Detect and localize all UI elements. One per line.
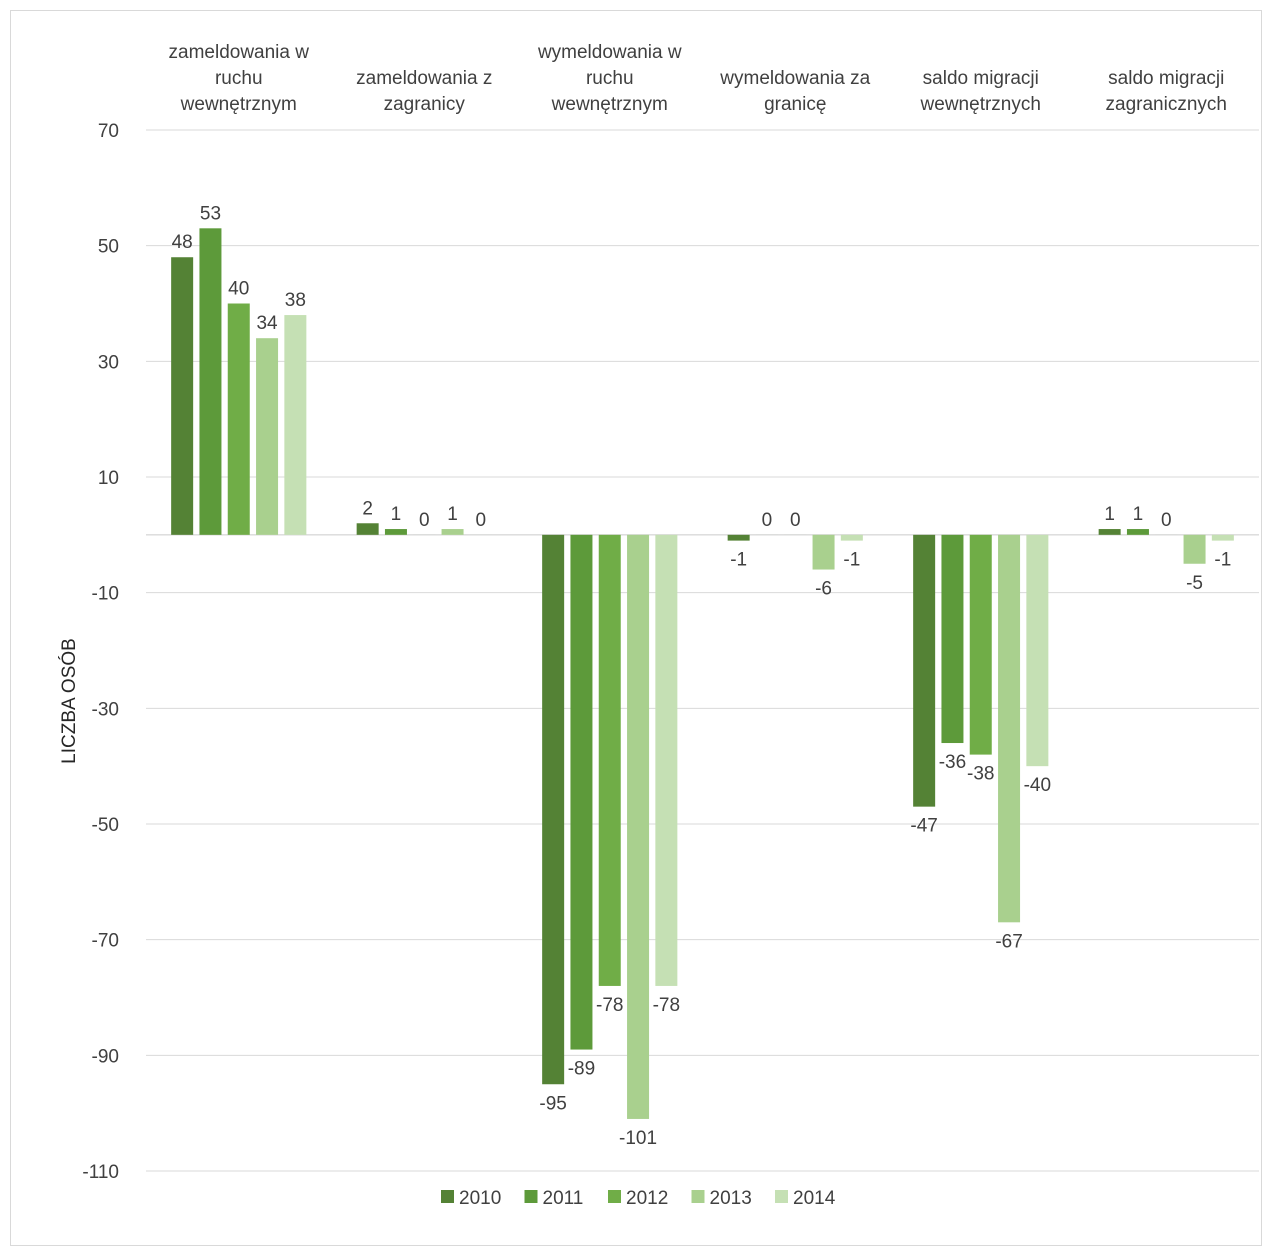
bars xyxy=(171,228,1234,1119)
data-label: -40 xyxy=(1024,775,1051,796)
data-label: 40 xyxy=(228,279,249,300)
category-labels: zameldowania w ruchu wewnętrznym zameldowan… xyxy=(169,42,1227,115)
y-tick-label: -10 xyxy=(92,584,119,605)
legend-item-2010: 2010 xyxy=(441,1188,501,1209)
legend-label: 2014 xyxy=(793,1188,836,1209)
legend-label: 2011 xyxy=(543,1188,584,1209)
y-tick-label: 30 xyxy=(98,352,119,373)
bar-2011 xyxy=(570,534,593,1050)
y-tick-label: 50 xyxy=(98,237,119,258)
data-label: -1 xyxy=(843,550,860,571)
data-label: -95 xyxy=(539,1093,566,1114)
legend-swatch xyxy=(524,1190,538,1203)
bar-2013 xyxy=(627,534,650,1119)
bar-2012 xyxy=(227,303,250,535)
y-tick-label: -30 xyxy=(92,699,119,720)
bar-2010 xyxy=(171,257,194,535)
legend-swatch xyxy=(441,1190,454,1203)
data-label: 1 xyxy=(1104,504,1115,525)
data-label: -67 xyxy=(995,931,1022,952)
category-label: wymeldowania za granicę xyxy=(719,68,870,115)
bar-2013 xyxy=(256,338,279,535)
bar-2014 xyxy=(840,534,863,541)
data-label: -38 xyxy=(967,764,994,785)
data-label: -47 xyxy=(910,816,937,837)
bar-2011 xyxy=(384,529,407,535)
data-label: 48 xyxy=(172,232,193,253)
y-tick-label: -50 xyxy=(92,815,119,836)
bar-2010 xyxy=(356,523,379,535)
y-axis-title: LICZBA OSÓB xyxy=(58,638,80,764)
legend-swatch xyxy=(608,1190,621,1203)
bar-2012 xyxy=(969,534,992,755)
bar-2011 xyxy=(199,228,222,535)
bar-2010 xyxy=(1098,529,1121,535)
data-label: 53 xyxy=(200,203,221,224)
data-label: 0 xyxy=(1161,510,1172,531)
data-label: -6 xyxy=(815,579,832,600)
y-tick-label: -90 xyxy=(92,1046,119,1067)
category-label: saldo migracji wewnętrznych xyxy=(920,68,1041,115)
data-label: 34 xyxy=(256,313,278,334)
data-label: -1 xyxy=(1214,550,1231,571)
data-label: 1 xyxy=(391,504,402,525)
data-label: 0 xyxy=(790,510,801,531)
legend-item-2013: 2013 xyxy=(691,1188,752,1209)
legend-swatch xyxy=(775,1190,788,1203)
legend-item-2011: 2011 xyxy=(524,1188,584,1209)
bar-2011 xyxy=(941,534,964,744)
y-tick-label: 10 xyxy=(98,468,119,489)
data-label: 1 xyxy=(1133,504,1144,525)
bar-2010 xyxy=(913,534,936,807)
bar-2014 xyxy=(655,534,678,986)
bar-2010 xyxy=(727,534,750,541)
data-label: -5 xyxy=(1186,573,1203,594)
bar-2014 xyxy=(284,315,307,535)
gridlines xyxy=(146,129,1259,1172)
bar-2010 xyxy=(542,534,565,1085)
data-label: 0 xyxy=(419,510,430,531)
y-tick-label: 70 xyxy=(98,121,119,142)
legend-label: 2010 xyxy=(459,1188,501,1209)
data-label: 0 xyxy=(476,510,487,531)
bar-2014 xyxy=(1211,534,1234,541)
bar-2013 xyxy=(812,534,835,570)
bar-2012 xyxy=(598,534,621,986)
legend-item-2014: 2014 xyxy=(775,1188,836,1209)
category-label: wymeldowania w ruchu wewnętrznym xyxy=(537,42,682,115)
data-label: -1 xyxy=(730,550,747,571)
legend-item-2012: 2012 xyxy=(608,1188,668,1209)
y-axis: 70 50 30 10 -10 -30 -50 -70 -90 -110 xyxy=(82,121,119,1183)
y-tick-label: -110 xyxy=(82,1162,119,1183)
y-tick-label: -70 xyxy=(92,931,119,952)
category-label: zameldowania z zagranicy xyxy=(356,68,492,115)
data-label: -78 xyxy=(653,995,680,1016)
data-label: 38 xyxy=(285,290,306,311)
data-labels: 482-95-1-471531-890-361400-780-380341-10… xyxy=(172,203,1232,1149)
legend-swatch xyxy=(691,1190,705,1203)
data-label: 0 xyxy=(762,510,773,531)
data-label: -101 xyxy=(619,1128,657,1149)
category-label: zameldowania w ruchu wewnętrznym xyxy=(169,42,310,115)
data-label: -36 xyxy=(939,752,966,773)
bar-2013 xyxy=(441,529,464,535)
category-label: saldo migracji zagranicznych xyxy=(1106,68,1227,115)
bar-2014 xyxy=(1026,534,1049,767)
legend-label: 2013 xyxy=(710,1188,752,1209)
bar-2011 xyxy=(1126,529,1149,535)
legend-label: 2012 xyxy=(626,1188,668,1209)
bar-2013 xyxy=(1183,534,1206,564)
data-label: 1 xyxy=(447,504,458,525)
data-label: 2 xyxy=(362,498,373,519)
bar-2013 xyxy=(998,534,1021,923)
data-label: -89 xyxy=(568,1059,595,1080)
data-label: -78 xyxy=(596,995,623,1016)
legend: 2010 2011 2012 2013 2014 xyxy=(441,1188,836,1209)
chart-frame: 70 50 30 10 -10 -30 -50 -70 -90 -110 48 2 -95 -1 -47 1… xyxy=(10,10,1262,1246)
